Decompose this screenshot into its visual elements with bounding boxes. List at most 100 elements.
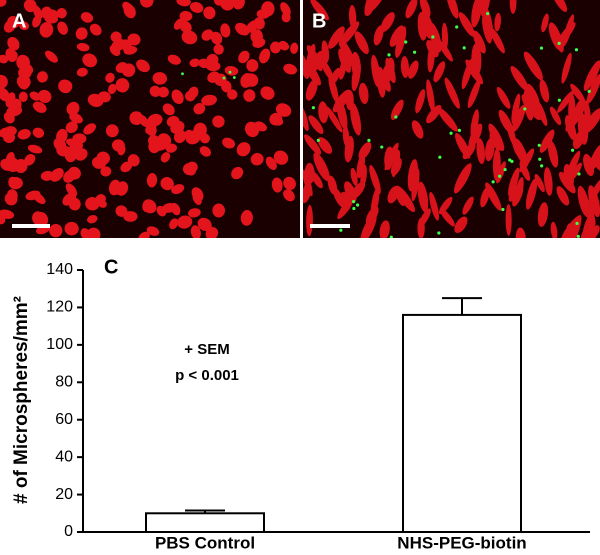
cell: [364, 0, 374, 16]
cell: [438, 196, 453, 215]
cell: [203, 6, 216, 20]
cell: [66, 101, 80, 116]
cell: [490, 27, 505, 54]
cell: [171, 184, 185, 195]
cell: [0, 0, 7, 7]
cell: [199, 146, 212, 157]
cell: [338, 21, 360, 47]
cell: [313, 152, 330, 182]
cell: [7, 16, 20, 29]
cell: [179, 21, 192, 33]
cell: [160, 152, 171, 163]
cell: [411, 168, 420, 202]
cell: [157, 133, 172, 147]
cell: [537, 202, 549, 227]
y-tick-label: 80: [55, 374, 73, 391]
cell: [39, 21, 54, 38]
cell: [213, 43, 224, 55]
cell: [17, 129, 31, 140]
cell: [32, 101, 47, 113]
cell: [138, 231, 150, 238]
cell: [265, 156, 277, 170]
cell: [580, 221, 594, 238]
cell: [544, 167, 553, 196]
cell: [303, 102, 309, 132]
cell: [85, 197, 100, 211]
cell: [246, 59, 259, 72]
cell: [250, 29, 263, 44]
microsphere: [352, 206, 356, 211]
cell: [308, 115, 324, 134]
microsphere: [222, 76, 226, 80]
cell: [205, 60, 221, 72]
cell: [40, 6, 52, 19]
cell: [65, 121, 78, 134]
cell: [429, 191, 440, 221]
cell: [419, 208, 431, 227]
cell: [472, 30, 486, 54]
microsphere: [367, 138, 371, 142]
cell: [146, 226, 160, 236]
cell: [146, 172, 158, 188]
cell: [384, 57, 395, 82]
microsphere: [431, 35, 435, 39]
cell: [358, 82, 369, 105]
cell: [564, 115, 577, 141]
cell: [514, 177, 524, 205]
microsphere: [538, 157, 542, 161]
y-tick-label: 0: [64, 523, 73, 540]
cell: [556, 22, 576, 46]
cell: [384, 146, 394, 171]
cell: [360, 213, 377, 238]
cell: [231, 166, 244, 180]
cell: [50, 168, 64, 182]
y-tick-label: 120: [46, 299, 73, 316]
microsphere: [491, 180, 495, 184]
cell: [210, 31, 223, 45]
cell: [181, 30, 198, 45]
cell: [169, 218, 179, 230]
cell: [303, 181, 312, 204]
cell: [338, 48, 351, 73]
cell: [395, 185, 416, 213]
cell: [278, 40, 290, 51]
cell: [290, 42, 299, 54]
annotation: p < 0.001: [175, 367, 239, 384]
y-tick-label: 60: [55, 411, 73, 428]
cell: [45, 50, 58, 63]
cell: [390, 99, 404, 120]
cell: [167, 54, 181, 65]
microsphere: [387, 53, 391, 57]
microsphere: [457, 128, 462, 132]
cell: [160, 177, 174, 191]
cell: [5, 92, 16, 108]
cell: [380, 12, 395, 32]
microsphere: [537, 143, 541, 147]
cell: [140, 0, 154, 8]
cell: [182, 162, 195, 176]
cell: [549, 106, 562, 126]
cell: [108, 83, 117, 95]
cell: [535, 100, 548, 126]
microsphere: [412, 50, 417, 54]
microsphere: [449, 131, 453, 135]
cell: [240, 210, 253, 226]
microsphere: [574, 48, 579, 52]
cell: [271, 177, 283, 193]
cell: [556, 186, 570, 206]
cell: [561, 52, 572, 84]
cell: [162, 103, 175, 116]
microsphere: [455, 25, 459, 29]
cell: [57, 21, 68, 35]
cell: [583, 108, 600, 134]
cell: [222, 137, 236, 149]
cell: [0, 54, 9, 64]
cell: [165, 143, 177, 153]
y-axis-label: # of Microspheres/mm²: [11, 296, 32, 504]
cell: [523, 51, 543, 81]
cell: [270, 41, 281, 54]
cell: [56, 8, 67, 19]
cell: [64, 221, 79, 236]
cell: [471, 0, 483, 28]
cell: [192, 191, 202, 205]
